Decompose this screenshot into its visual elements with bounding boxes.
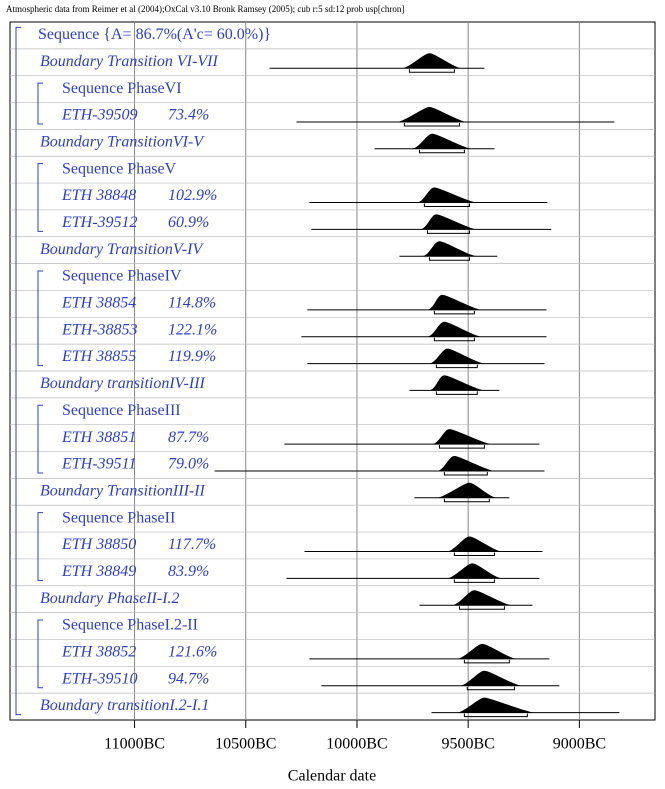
row-label: ETH 38851 [61, 429, 136, 446]
posterior [431, 429, 493, 445]
row-label: Boundary TransitionV-IV [40, 241, 204, 258]
agreement-label: 60.9% [168, 214, 209, 231]
agreement-label: 122.1% [168, 321, 217, 338]
posterior [421, 241, 478, 257]
posterior [428, 375, 486, 391]
hpd-bracket [418, 149, 465, 154]
agreement-label: 73.4% [168, 107, 209, 124]
hpd-bracket [403, 122, 460, 127]
hpd-bracket [433, 337, 475, 342]
bracket [37, 619, 43, 689]
bracket [37, 270, 43, 367]
row-label: ETH 38848 [61, 187, 136, 204]
hpd-bracket [433, 310, 475, 315]
chart-header: Atmospheric data from Reimer et al (2004… [6, 4, 404, 14]
hpd-bracket [408, 69, 455, 73]
row-label: ETH-39509 [61, 107, 138, 124]
agreement-label: 79.0% [168, 456, 209, 473]
posterior [446, 536, 503, 552]
posterior [426, 321, 483, 337]
agreement-label: 114.8% [168, 295, 216, 312]
bracket [37, 82, 43, 125]
bracket [37, 512, 43, 581]
posterior [456, 643, 518, 659]
hpd-bracket [423, 203, 471, 207]
hpd-bracket [443, 471, 488, 476]
row-label: Boundary transitionIV-III [40, 375, 206, 392]
agreement-label: 119.9% [168, 348, 216, 365]
agreement-label: 83.9% [168, 563, 209, 580]
row-label: Sequence {A= 86.7%(A'c= 60.0%)} [38, 26, 271, 43]
agreement-label: 121.6% [168, 644, 217, 661]
posterior [451, 590, 513, 606]
bracket [15, 26, 21, 716]
x-tick-label: 9000BC [553, 736, 606, 753]
row-label: Boundary TransitionVI-V [40, 133, 205, 150]
bracket [37, 163, 43, 232]
row-label: ETH-39512 [61, 214, 138, 231]
row-label: Sequence PhaseIII [62, 402, 181, 419]
x-tick-label: 10000BC [326, 736, 387, 753]
hpd-bracket [426, 230, 471, 234]
row-label: ETH 38852 [61, 644, 136, 661]
posterior [459, 670, 523, 686]
row-label: Boundary transitionI.2-I.1 [40, 697, 209, 714]
posterior [401, 53, 463, 69]
row-label: ETH-39510 [61, 670, 138, 687]
hpd-bracket [453, 552, 495, 556]
agreement-label: 117.7% [168, 536, 216, 553]
hpd-bracket [466, 686, 515, 691]
agreement-label: 87.7% [168, 429, 209, 446]
bracket [37, 404, 43, 474]
row-label: Sequence PhaseVI [62, 80, 182, 97]
row-label: ETH 38855 [61, 348, 136, 365]
hpd-bracket [435, 391, 478, 395]
posterior [426, 294, 483, 310]
row-label: ETH 38854 [61, 295, 136, 312]
hpd-bracket [453, 579, 495, 583]
row-label: ETH-38853 [61, 321, 138, 338]
hpd-bracket [428, 257, 471, 261]
row-label: Sequence PhaseII [62, 509, 175, 526]
posterior [456, 697, 536, 713]
posterior [419, 214, 478, 230]
x-tick-label: 11000BC [104, 736, 165, 753]
posterior [436, 455, 496, 471]
x-tick-label: 9500BC [442, 736, 495, 753]
posterior [396, 106, 468, 122]
posterior [411, 133, 473, 149]
hpd-bracket [438, 445, 485, 449]
hpd-bracket [463, 659, 510, 664]
hpd-bracket [443, 498, 490, 503]
agreement-label: 94.7% [168, 670, 209, 687]
hpd-bracket [458, 606, 505, 610]
posterior [446, 563, 503, 579]
posterior [436, 482, 498, 498]
row-label: ETH 38850 [61, 536, 136, 553]
posterior [428, 348, 486, 364]
x-tick-label: 10500BC [215, 736, 276, 753]
row-label: ETH 38849 [61, 563, 136, 580]
row-label: Boundary PhaseII-I.2 [40, 590, 180, 607]
row-label: Sequence PhaseI.2-II [62, 617, 198, 634]
row-label: Sequence PhaseV [62, 160, 177, 177]
row-label: Sequence PhaseIV [62, 268, 182, 285]
row-label: Boundary Transition VI-VII [40, 53, 218, 70]
hpd-bracket [435, 364, 478, 369]
hpd-bracket [463, 713, 528, 718]
row-label: Boundary TransitionIII-II [40, 482, 206, 499]
posterior [416, 187, 478, 203]
row-label: ETH-39511 [61, 456, 136, 473]
x-axis-label: Calendar date [288, 768, 376, 785]
agreement-label: 102.9% [168, 187, 217, 204]
